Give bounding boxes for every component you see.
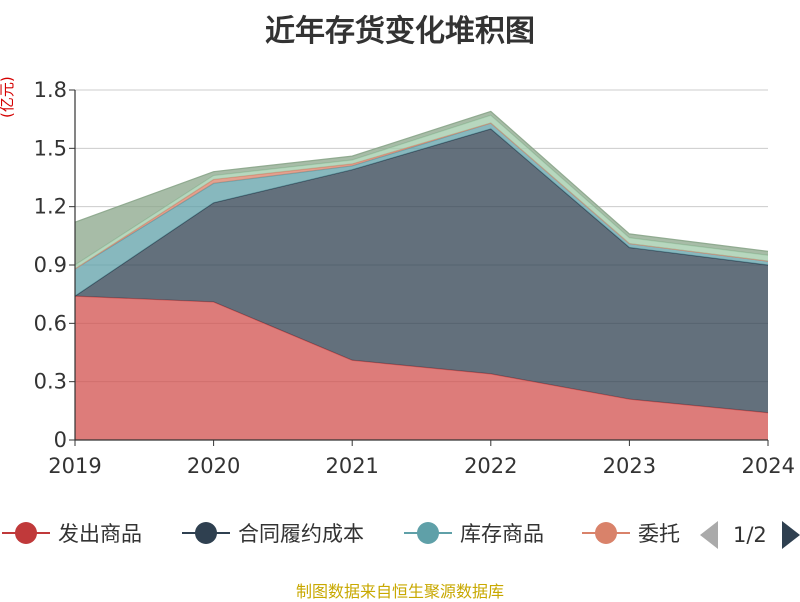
legend-marker (15, 522, 37, 544)
legend-label: 委托 (638, 522, 680, 546)
y-tick-label: 0.9 (34, 253, 67, 277)
legend-item[interactable]: 委托 (582, 522, 680, 546)
legend-label: 库存商品 (460, 522, 544, 546)
legend-marker (195, 522, 217, 544)
x-tick-label: 2020 (187, 454, 240, 478)
area-series-line-5 (74, 110, 769, 252)
x-tick-label: 2022 (464, 454, 517, 478)
legend-marker (595, 522, 617, 544)
y-tick-label: 1.5 (34, 136, 67, 160)
legend-next-page-icon[interactable] (782, 521, 800, 549)
legend-marker (417, 522, 439, 544)
area-series-0 (75, 296, 768, 440)
x-tick-label: 2021 (325, 454, 378, 478)
chart-title: 近年存货变化堆积图 (265, 14, 535, 49)
y-tick-label: 0.6 (34, 311, 67, 335)
legend-prev-page-icon[interactable] (700, 521, 718, 549)
legend-page-indicator: 1/2 (733, 523, 767, 547)
legend-item[interactable]: 发出商品 (2, 522, 142, 546)
y-tick-label: 0.3 (34, 370, 67, 394)
legend-item[interactable]: 库存商品 (404, 522, 544, 546)
x-tick-label: 2023 (603, 454, 656, 478)
y-tick-label: 0 (54, 428, 67, 452)
area-series-line-4 (74, 114, 769, 266)
y-tick-label: 1.8 (34, 78, 67, 102)
legend-label: 发出商品 (58, 522, 142, 546)
data-source-note: 制图数据来自恒生聚源数据库 (295, 582, 504, 601)
area-series-1 (75, 128, 768, 413)
legend-label: 合同履约成本 (238, 522, 364, 546)
x-tick-label: 2024 (742, 454, 795, 478)
y-tick-label: 1.2 (34, 195, 67, 219)
legend-item[interactable]: 合同履约成本 (182, 522, 364, 546)
x-tick-label: 2019 (48, 454, 101, 478)
